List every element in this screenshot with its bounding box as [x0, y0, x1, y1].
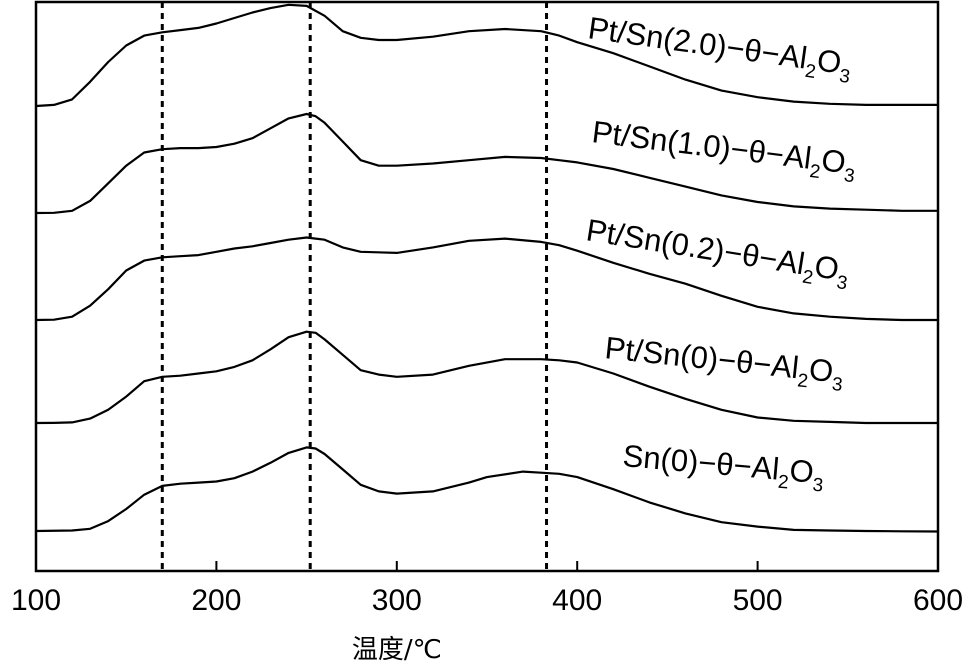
x-tick-label-400: 400: [552, 584, 602, 617]
x-axis-ticks: 100 200 300 400 500 600: [11, 561, 963, 617]
series-line-2: [35, 330, 938, 425]
series-label-2: Pt/Sn(0)−θ−Al2O3: [603, 330, 846, 396]
x-tick-label-100: 100: [11, 584, 61, 617]
plot-frame: [34, 0, 940, 573]
series-label-1: Sn(0)−θ−Al2O3: [621, 438, 826, 496]
reference-lines: [160, 2, 549, 571]
x-tick-label-600: 600: [913, 584, 963, 617]
series-line-4: [35, 112, 938, 215]
series-label-3: Pt/Sn(0.2)−θ−Al2O3: [583, 212, 852, 294]
series-labels: Sn(0)−θ−Al2O3 Pt/Sn(0)−θ−Al2O3 Pt/Sn(0.2)−…: [583, 10, 858, 496]
series-label-5: Pt/Sn(2.0)−θ−Al2O3: [585, 10, 854, 88]
series-line-1: [35, 446, 939, 533]
series-line-3: [35, 236, 938, 322]
x-tick-label-200: 200: [191, 584, 241, 617]
x-tick-label-300: 300: [372, 584, 422, 617]
series-label-4: Pt/Sn(1.0)−θ−Al2O3: [589, 114, 858, 187]
x-axis-label: 温度/℃: [352, 635, 442, 665]
x-tick-label-500: 500: [733, 584, 783, 617]
series-line-5: [35, 3, 938, 108]
series-curves: [35, 3, 939, 533]
